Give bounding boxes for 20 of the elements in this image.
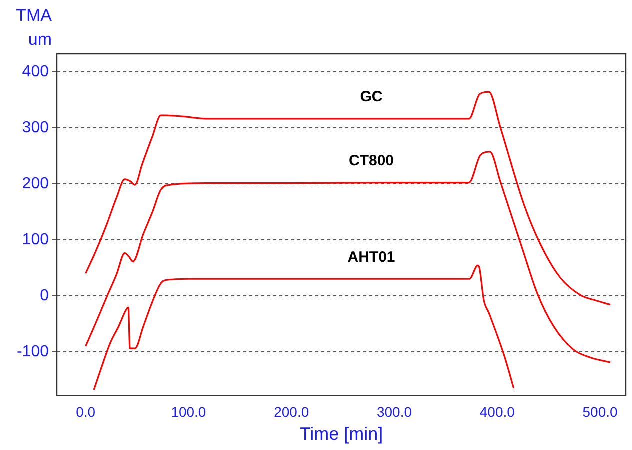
y-tick-label: 300 [22,119,50,136]
line-series [93,264,515,391]
line-series [85,91,612,306]
y-tick-label: 200 [22,175,50,192]
line-series [85,151,612,364]
x-tick-label: 100.0 [171,404,206,420]
y-axis-title: TMA um [15,5,52,51]
x-axis-title: Time [min] [300,424,384,444]
x-tick-label: 400.0 [480,404,516,420]
x-tick-label: 500.0 [582,404,618,420]
x-tick-label: 300.0 [376,404,412,420]
series-label: AHT01 [348,248,396,266]
y-tick-label: 0 [40,287,50,304]
series-label: GC [360,88,383,106]
y-tick-label: 400 [22,63,50,80]
y-tick-label: -100 [16,343,50,360]
series-label: CT800 [348,152,394,170]
x-tick-label: 200.0 [274,404,310,420]
x-tick-label: 0.0 [76,404,96,420]
y-tick-label: 100 [22,231,50,248]
